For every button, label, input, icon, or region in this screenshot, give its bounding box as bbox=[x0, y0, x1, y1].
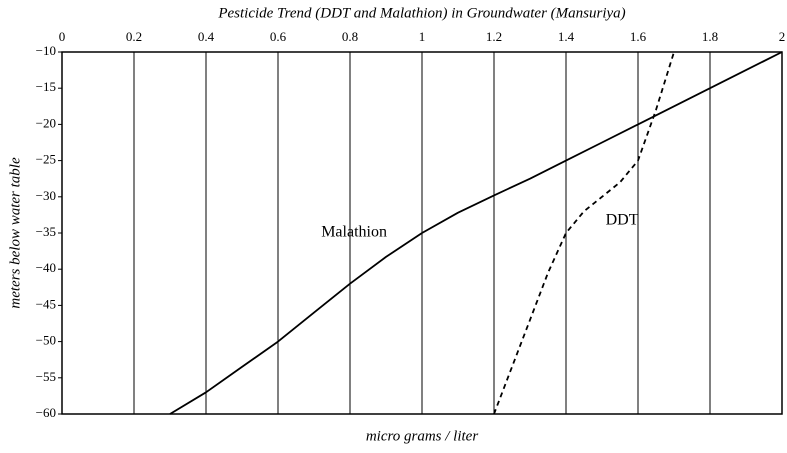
y-tick-label: −20 bbox=[36, 115, 56, 130]
x-axis-label: micro grams / liter bbox=[366, 428, 479, 444]
x-tick-label: 1.4 bbox=[558, 29, 575, 44]
y-tick-label: −40 bbox=[36, 260, 56, 275]
y-tick-label: −60 bbox=[36, 405, 56, 420]
line-series bbox=[169, 51, 783, 415]
x-tick-label: 0.6 bbox=[270, 29, 287, 44]
y-tick-label: −45 bbox=[36, 296, 56, 311]
x-tick-label: 1.8 bbox=[702, 29, 718, 44]
y-tick-label: −30 bbox=[36, 188, 56, 203]
y-tick-label: −10 bbox=[36, 43, 56, 58]
x-tick-label: 0.2 bbox=[126, 29, 142, 44]
y-tick-label: −55 bbox=[36, 369, 56, 384]
x-tick-label: 1.6 bbox=[630, 29, 647, 44]
x-tick-label: 0 bbox=[59, 29, 66, 44]
y-tick-label: −25 bbox=[36, 152, 56, 167]
line-series bbox=[493, 51, 675, 415]
y-tick-label: −35 bbox=[36, 224, 56, 239]
y-tick-label: −50 bbox=[36, 333, 56, 348]
series-label: DDT bbox=[606, 211, 639, 228]
x-tick-label: 0.8 bbox=[342, 29, 358, 44]
chart-title: Pesticide Trend (DDT and Malathion) in G… bbox=[217, 5, 625, 21]
y-tick-label: −15 bbox=[36, 79, 56, 94]
x-tick-label: 0.4 bbox=[198, 29, 215, 44]
x-tick-label: 2 bbox=[779, 29, 786, 44]
series-label: Malathion bbox=[321, 224, 387, 241]
y-axis-label: meters below water table bbox=[7, 157, 23, 309]
x-tick-label: 1.2 bbox=[486, 29, 502, 44]
x-tick-label: 1 bbox=[419, 29, 426, 44]
